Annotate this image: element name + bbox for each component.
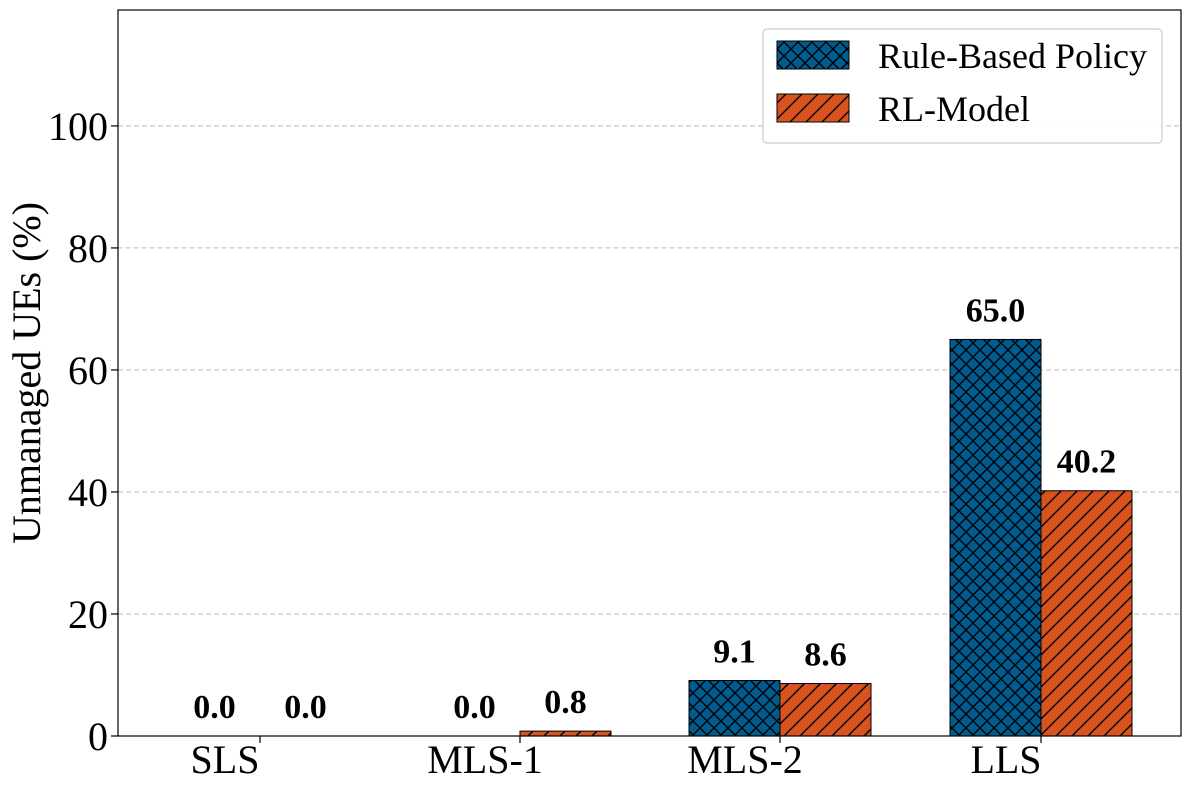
x-axis: SLS MLS-1 MLS-2 LLS [191,736,1042,782]
y-axis: 0 20 40 60 80 100 [48,104,118,759]
legend-swatch-rule-based-hatch [777,41,849,69]
grid-lines [118,125,1181,615]
legend-frame [762,28,1163,144]
x-tick-label: MLS-1 [427,737,543,782]
data-label: 65.0 [966,292,1026,329]
y-tick-label: 40 [68,470,108,515]
data-label: 0.0 [193,689,236,726]
plot-frame [117,9,1182,737]
bar-hatch [780,683,871,736]
x-tick-label: SLS [191,737,260,782]
data-label: 0.0 [453,689,496,726]
y-tick-label: 100 [48,104,108,149]
x-tick-label: LLS [970,737,1041,782]
legend: Rule-Based Policy RL-Model [762,28,1163,144]
data-label: 0.8 [544,684,587,721]
y-tick-label: 0 [88,714,108,759]
y-tick-label: 60 [68,348,108,393]
data-label: 40.2 [1057,444,1117,481]
bars-group [519,338,1133,737]
legend-label-rule-based: Rule-Based Policy [878,36,1147,76]
data-labels-group: 0.0 0.0 9.1 65.0 0.0 0.8 8.6 40.2 [193,292,1116,726]
legend-swatch-rl-model-hatch [777,94,849,122]
bar-hatch [520,731,611,736]
data-label: 9.1 [713,633,756,670]
data-label: 8.6 [804,637,847,674]
y-tick-label: 20 [68,592,108,637]
legend-label-rl-model: RL-Model [878,89,1030,129]
y-tick-label: 80 [68,226,108,271]
bar-hatch [1041,490,1132,736]
bar-hatch [689,680,780,736]
y-axis-title: Unmanaged UEs (%) [4,202,49,544]
x-tick-label: MLS-2 [687,737,803,782]
data-label: 0.0 [284,689,327,726]
bar-hatch [950,339,1041,736]
